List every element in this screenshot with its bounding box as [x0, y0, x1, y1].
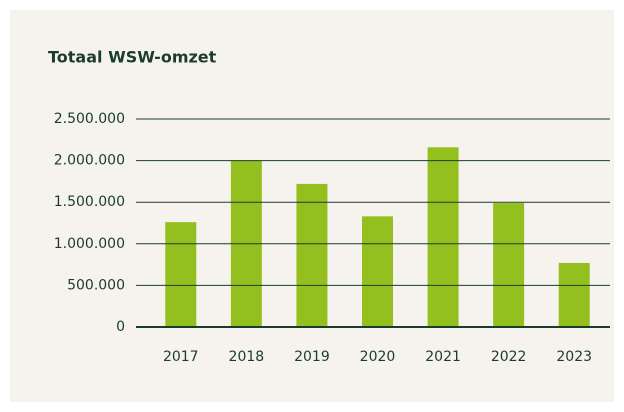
bar [427, 147, 459, 327]
y-tick-label: 1.000.000 [54, 236, 125, 252]
y-tick-label: 2.000.000 [54, 153, 125, 169]
y-tick-label: 0 [116, 319, 125, 335]
x-tick-label: 2021 [425, 349, 461, 365]
bar [165, 222, 197, 327]
x-tick-label: 2020 [360, 349, 396, 365]
y-tick-label: 2.500.000 [54, 111, 125, 127]
y-tick-label: 500.000 [67, 277, 125, 293]
x-tick-label: 2018 [229, 349, 265, 365]
x-tick-label: 2022 [491, 349, 527, 365]
bar [493, 203, 525, 327]
bar [558, 262, 590, 327]
x-tick-label: 2017 [163, 349, 199, 365]
chart-title: Totaal WSW-omzet [48, 48, 217, 67]
x-tick-label: 2019 [294, 349, 330, 365]
y-tick-label: 1.500.000 [54, 194, 125, 210]
x-tick-label: 2023 [556, 349, 592, 365]
bar [296, 183, 328, 327]
bar [362, 216, 393, 327]
